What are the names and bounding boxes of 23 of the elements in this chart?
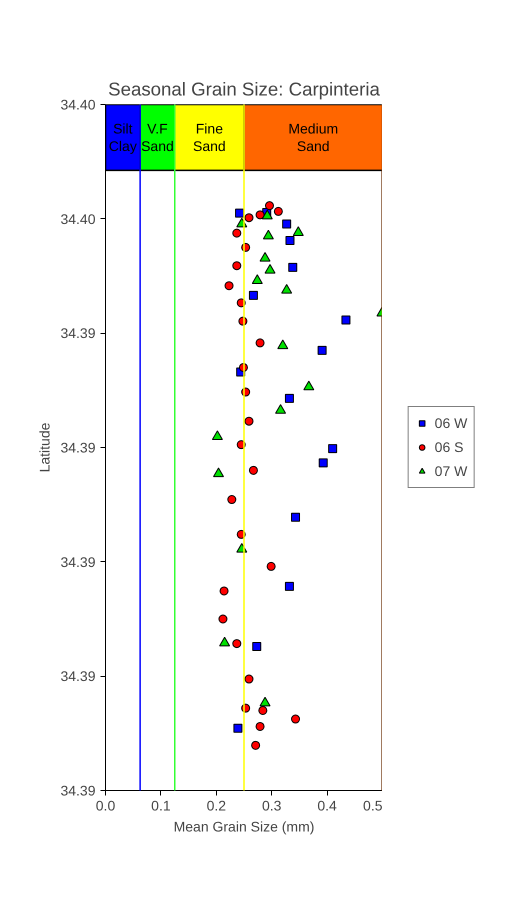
band-label: Medium Sand [288,120,338,154]
y-axis-title: Latitude [36,422,52,472]
x-tick-label: 0.3 [262,798,282,814]
y-tick-label: 34.40 [60,210,96,227]
y-tick-label: 34.39 [60,782,96,798]
x-tick-label: 0.0 [96,798,116,814]
y-tick-label: 34.40 [60,96,96,112]
x-tick-label: 0.1 [151,798,171,814]
band-label: Fine Sand [193,120,226,154]
band-label: V.F Sand [141,120,174,154]
x-tick-label: 0.5 [363,798,383,814]
x-axis-title: Mean Grain Size (mm) [174,818,314,834]
x-tick-label: 0.4 [317,798,338,814]
legend-label: 06 S [434,439,464,455]
legend-label: 07 W [434,463,468,479]
chart-title: Seasonal Grain Size: Carpinteria [108,78,380,100]
band-label: Silt Clay [108,120,137,154]
y-tick-label: 34.39 [60,554,96,570]
y-tick-label: 34.39 [60,668,96,684]
x-tick-label: 0.2 [206,798,226,814]
legend-label: 06 W [434,415,468,431]
y-tick-label: 34.39 [60,325,96,342]
y-tick-label: 34.39 [60,440,96,456]
